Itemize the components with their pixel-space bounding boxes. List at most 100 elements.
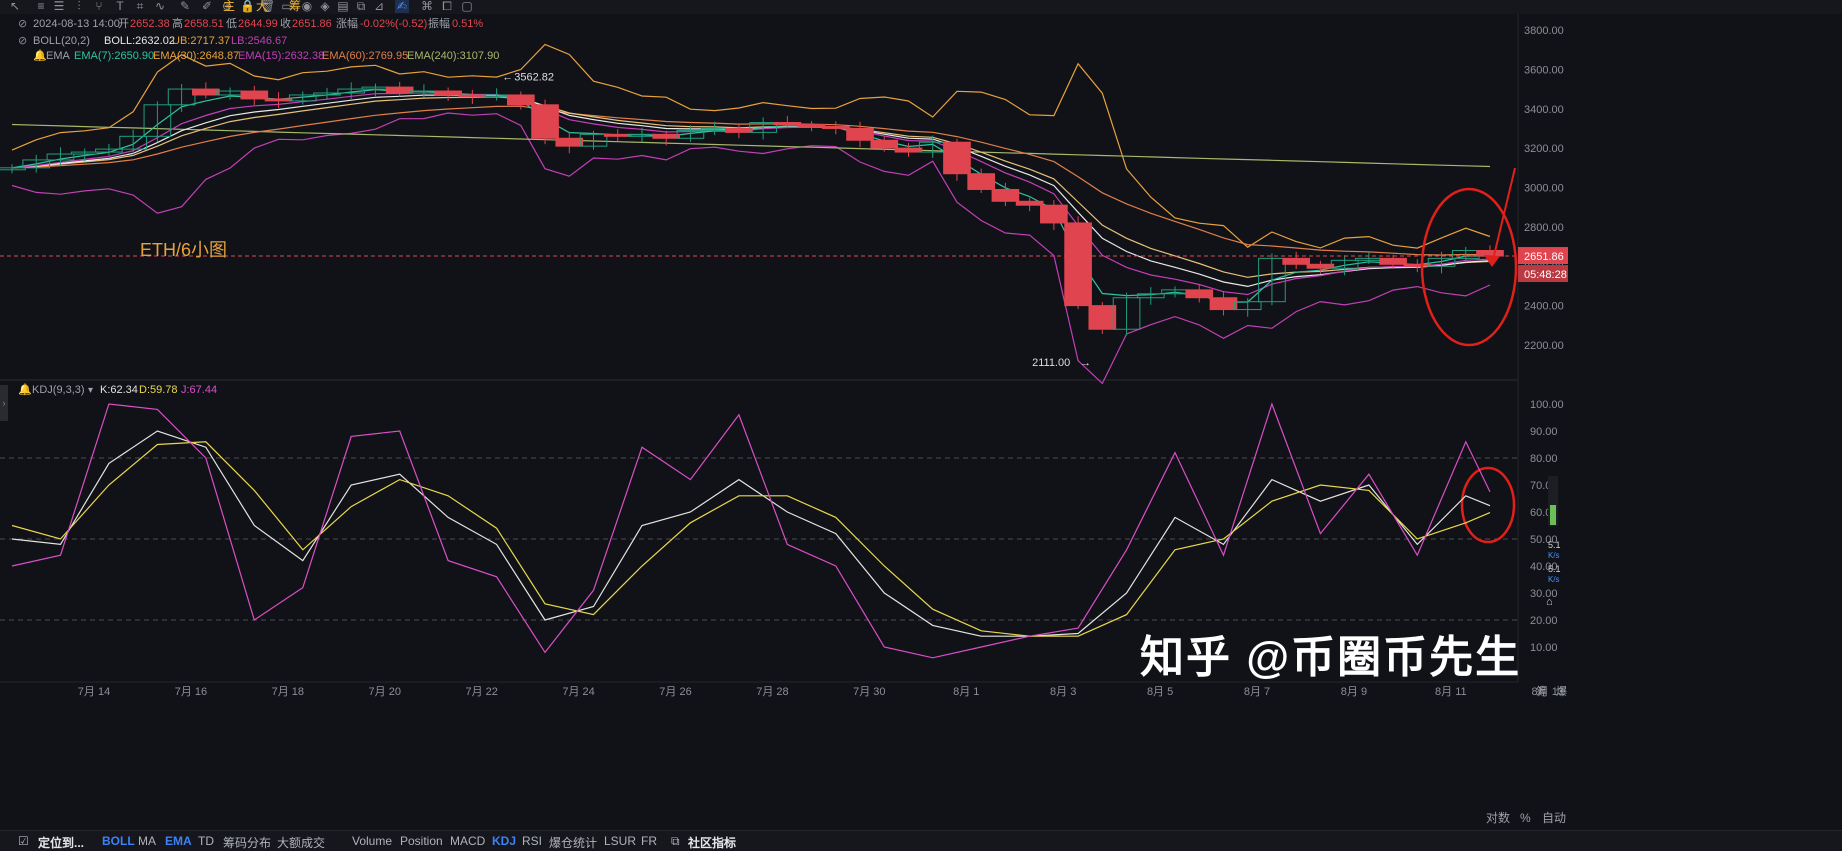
x-tick-label: 7月 26 [659,686,691,698]
left-panel-toggle[interactable]: › [0,385,8,421]
kdj-k-value: K:62.34 [100,384,138,396]
candle [385,81,414,97]
price-tag-bg [1518,247,1568,265]
indicator-7[interactable]: Position [400,834,443,848]
draw-icon[interactable]: ✍ [395,0,409,13]
collapse-icon[interactable]: ⊘ [18,18,27,30]
indicator-5[interactable]: 大额成交 [277,836,326,850]
camera-icon[interactable]: ⌂ [1546,596,1553,608]
x-tick-label: 7月 22 [465,686,497,698]
kdj-d-value: D:59.78 [139,384,178,396]
boll-name: BOLL(20,2) [33,35,90,47]
candle [119,129,147,154]
candle [1064,216,1092,310]
layer-icon[interactable]: ▤ [337,0,349,13]
auto-toggle[interactable]: 自动 [1542,811,1566,825]
trash-icon[interactable]: 🗑 [260,0,276,13]
log-scale-toggle[interactable]: 对数 [1486,810,1510,825]
kdj-y-tick: 90.00 [1530,426,1558,438]
price-tag: 2651.86 [1524,251,1564,263]
kdj-y-tick: 100.00 [1530,399,1564,411]
candle [1185,284,1214,303]
speed-1-unit: K/s [1548,551,1560,560]
drop-icon[interactable]: ◈ [320,0,330,13]
main-y-tick: 2400.00 [1524,301,1564,313]
indicator-10[interactable]: RSI [522,834,543,848]
candle [337,82,366,99]
candle [1403,259,1432,273]
indicator-13[interactable]: FR [641,834,657,848]
ema-bell-icon[interactable]: 🔔 [33,49,47,62]
speed-2: 5.1 [1548,564,1561,574]
main-y-tick: 3000.00 [1524,183,1564,195]
locate-button[interactable]: 定位到... [38,836,85,850]
bars-icon[interactable]: ⫶ [77,0,81,13]
lock-icon[interactable]: 🔒 [240,0,255,13]
candle [1040,200,1068,231]
indicator-9[interactable]: KDJ [492,834,517,848]
fork-icon[interactable]: ⑂ [95,0,103,13]
pen-icon[interactable]: ✎ [179,0,191,13]
kdj-d-line [11,441,1491,637]
info-field-8: 涨幅 [336,17,358,30]
magnet-icon[interactable]: ⊕ [221,0,233,13]
copy-icon[interactable]: ⧉ [356,0,366,13]
eye-icon[interactable]: ◉ [301,0,313,13]
kdj-dropdown-icon[interactable]: ▾ [88,385,93,396]
community-indicators[interactable]: 社区指标 [688,836,737,850]
ema60-line [11,105,1491,256]
indicator-8[interactable]: MACD [450,834,486,848]
indicator-4[interactable]: 筹码分布 [223,836,272,850]
chart-svg[interactable]: 2200.002400.002600.002800.003000.003200.… [0,0,1842,830]
x-tick-label: 8月 1 [953,686,979,698]
pattern-icon[interactable]: ⌘ [421,0,433,13]
side-widget-level [1550,505,1556,525]
x-tick-label: 8月 13 [1532,686,1564,698]
candle [1088,302,1117,334]
fib-icon[interactable]: ⌗ [136,0,144,13]
indicator-3[interactable]: TD [198,834,214,848]
text-icon[interactable]: T [116,0,124,13]
community-icon[interactable]: ⧉ [671,834,680,848]
candle [95,143,123,156]
cursor-icon[interactable]: ↖ [9,0,21,13]
info-field-0: 开 [118,18,129,30]
indicator-11[interactable]: 爆仓统计 [549,836,598,850]
rect-icon[interactable]: ▭ [281,0,293,13]
indicator-1[interactable]: MA [138,834,156,848]
candle [22,154,51,173]
candle [1427,251,1456,274]
toolbar-label-1[interactable]: 大 [255,0,268,13]
toolbar-label-2[interactable]: 筹 [288,0,301,13]
candle [991,182,1020,207]
x-tick-label: 7月 20 [369,686,401,698]
boll-toggle-icon[interactable]: ⊘ [18,35,27,47]
file-icon[interactable]: ▢ [461,0,473,13]
highlight-circle-kdj [1460,466,1516,544]
wave-icon[interactable]: ∿ [154,0,166,13]
brush-icon[interactable]: ✐ [201,0,213,13]
info-field-9: -0.02%(-0.52) [360,18,427,30]
indicator-0[interactable]: BOLL [102,834,135,848]
ema30-line [11,96,1491,278]
drawing-toolbar: ↖ ≡ ☰ ⫶ ⑂ T ⌗ ∿ ✎ ✐ ⊕ 🔒 🗑 ▭ ◉ ◈ ▤ ⧉ ⊿ ✍ ⌘ ⧠ ▢ 主 大 筹 [0,0,1842,14]
chips-label[interactable]: 筹 [1536,684,1547,698]
kdj-bell-icon[interactable]: 🔔 [18,383,32,396]
lines-icon[interactable]: ≡ [37,0,45,13]
liquidation-label[interactable]: 爆 [1556,684,1567,698]
candle [1258,253,1286,306]
indicator-12[interactable]: LSUR [604,834,637,848]
candle [749,117,777,140]
info-field-5: 2644.99 [238,18,278,30]
dup-icon[interactable]: ⧠ [442,0,452,13]
measure-icon[interactable]: ⊿ [373,0,385,13]
boll-mid-value: BOLL:2632.02 [104,35,175,47]
speed-2-unit: K/s [1548,575,1560,584]
indicator-6[interactable]: Volume [352,834,393,848]
indicator-2[interactable]: EMA [165,834,192,848]
locate-checkbox[interactable]: ☑ [18,834,29,848]
toolbar-label-0[interactable]: 主 [222,0,235,13]
candle [1306,260,1335,275]
percent-toggle[interactable]: % [1520,811,1531,825]
hlines-icon[interactable]: ☰ [53,0,65,13]
